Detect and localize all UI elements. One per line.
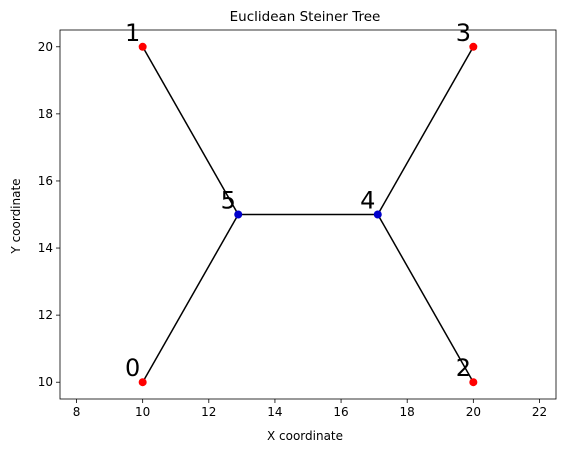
- plot-area-frame: [59, 29, 557, 400]
- terminal-point-0: [138, 378, 147, 387]
- y-tick-label-16: 16: [38, 174, 53, 188]
- nodes-layer: [138, 42, 478, 387]
- chart-title: Euclidean Steiner Tree: [230, 9, 381, 25]
- y-tick-label-18: 18: [38, 107, 53, 121]
- x-tick-label-22: 22: [532, 405, 547, 419]
- y-axis-ticks: 10 12 14 16 18 20: [38, 40, 60, 389]
- y-tick-label-10: 10: [38, 375, 53, 389]
- steiner-point-5: [234, 210, 243, 219]
- terminal-point-3: [469, 42, 478, 51]
- node-label-2: 2: [456, 354, 471, 382]
- edge-1-5: [142, 46, 239, 215]
- edge-0-5: [142, 214, 239, 383]
- edge-4-3: [377, 46, 474, 215]
- node-label-1: 1: [125, 19, 140, 47]
- steiner-point-4: [373, 210, 382, 219]
- y-axis-label: Y coordinate: [9, 178, 23, 254]
- node-labels-layer: 0 1 2 3 4 5: [125, 19, 471, 382]
- x-tick-label-18: 18: [400, 405, 415, 419]
- node-label-5: 5: [221, 187, 236, 215]
- node-label-0: 0: [125, 354, 140, 382]
- x-tick-label-16: 16: [333, 405, 348, 419]
- x-tick-label-12: 12: [201, 405, 216, 419]
- terminal-point-2: [469, 378, 478, 387]
- x-tick-label-20: 20: [466, 405, 481, 419]
- node-label-3: 3: [456, 19, 471, 47]
- terminal-point-1: [138, 42, 147, 51]
- node-label-4: 4: [360, 187, 375, 215]
- edge-4-2: [377, 214, 474, 383]
- x-tick-label-8: 8: [73, 405, 81, 419]
- x-axis-ticks: 8 10 12 14 16 18 20 22: [73, 399, 547, 419]
- x-axis-label: X coordinate: [267, 429, 343, 443]
- edges-layer: [142, 46, 474, 383]
- x-tick-label-14: 14: [267, 405, 282, 419]
- y-tick-label-20: 20: [38, 40, 53, 54]
- x-tick-label-10: 10: [135, 405, 150, 419]
- y-tick-label-12: 12: [38, 308, 53, 322]
- y-tick-label-14: 14: [38, 241, 53, 255]
